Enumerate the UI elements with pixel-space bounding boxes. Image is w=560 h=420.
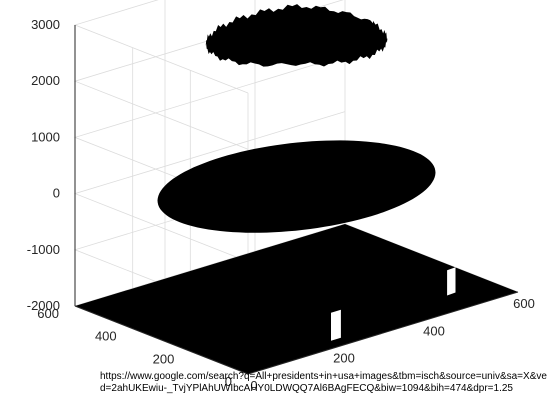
- z-tick-label-2: 0: [53, 186, 60, 201]
- z-tick-label-0: -2000: [27, 298, 60, 313]
- x-tick-label-0: 0: [250, 378, 257, 393]
- surface-gap-left: [331, 309, 341, 341]
- z-tick-label-4: 2000: [31, 73, 60, 88]
- tick-labels: 02004006000200400600-2000-10000100020003…: [27, 17, 535, 393]
- y-axis-line: [74, 305, 249, 375]
- z-tick-label-5: 3000: [31, 17, 60, 32]
- z-tick-label-1: -1000: [27, 242, 60, 257]
- surface-plateau: [205, 4, 388, 330]
- surface-gap-right: [447, 267, 456, 296]
- x-tick-label-3: 600: [513, 296, 535, 311]
- y-tick-label-1: 200: [153, 351, 175, 366]
- y-tick-label-0: 0: [225, 374, 232, 389]
- x-tick-label-2: 400: [423, 323, 445, 338]
- axes-lines: [74, 25, 519, 375]
- y-tick-label-2: 400: [95, 329, 117, 344]
- surface-mesh: [75, 4, 518, 374]
- x-tick-label-1: 200: [333, 351, 355, 366]
- y-tick-label-3: 600: [37, 306, 59, 321]
- source-url-caption: https://www.google.com/search?q=All+pres…: [100, 371, 547, 394]
- z-tick-label-3: 1000: [31, 129, 60, 144]
- x-axis-line: [247, 291, 519, 375]
